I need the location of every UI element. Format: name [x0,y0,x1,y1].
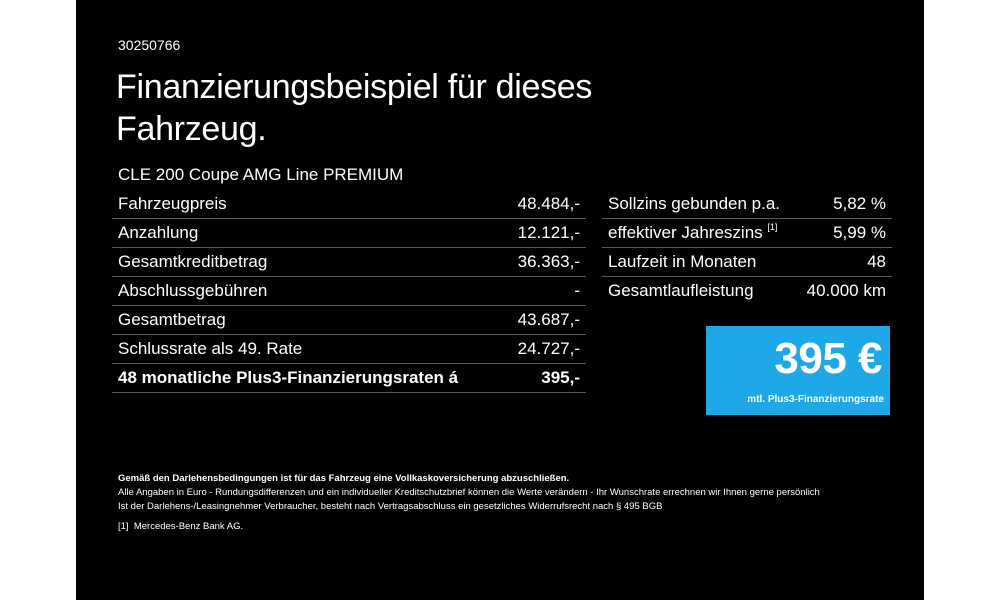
insurance-note: Gemäß den Darlehensbedingungen ist für d… [118,473,570,484]
table-row-monthly-rates: 48 monatliche Plus3-Finanzierungsraten á… [112,364,586,393]
row-label: Sollzins gebunden p.a. [608,194,781,213]
table-row: Laufzeit in Monaten 48 [602,248,892,277]
table-row: Fahrzeugpreis 48.484,- [112,190,586,219]
row-value: 40.000 km [806,281,886,300]
footnote-line: [1] Mercedes-Benz Bank AG. [118,520,898,534]
row-label: Schlussrate als 49. Rate [118,339,303,358]
monthly-rate-amount: 395 € [774,334,882,383]
footnote-text: Mercedes-Benz Bank AG. [133,521,244,532]
footnote-marker: [1] [118,521,129,532]
row-value: 12.121,- [517,223,580,242]
row-label-with-footnote: effektiver Jahreszins [1] [608,222,778,243]
row-label: Gesamtbetrag [118,310,226,329]
table-row: Gesamtbetrag 43.687,- [112,306,586,335]
table-row: effektiver Jahreszins [1] 5,99 % [602,219,892,248]
legal-notes: Gemäß den Darlehensbedingungen ist für d… [118,472,898,534]
row-label: Gesamtkreditbetrag [118,252,268,271]
monthly-rate-badge: 395 € mtl. Plus3-Finanzierungsrate [706,326,890,415]
table-row: Gesamtkreditbetrag 36.363,- [112,248,586,277]
row-value: 43.687,- [517,310,580,329]
row-label: 48 monatliche Plus3-Finanzierungsraten á [118,368,459,387]
row-label: Gesamtlaufleistung [608,281,754,300]
row-value: 5,82 % [833,194,886,213]
table-row: Abschlussgebühren - [112,277,586,306]
table-row: Sollzins gebunden p.a. 5,82 % [602,190,892,219]
financing-panel: 30250766 Finanzierungsbeispiel für diese… [76,0,924,600]
row-value: 36.363,- [517,252,580,271]
financing-details-table: Fahrzeugpreis 48.484,- Anzahlung 12.121,… [112,190,586,393]
row-value: 5,99 % [833,223,886,242]
row-value: 48 [867,252,886,271]
row-value: 395,- [541,368,580,387]
row-label: Abschlussgebühren [118,281,268,300]
row-label: Laufzeit in Monaten [608,252,757,271]
row-label: Anzahlung [118,223,199,242]
footnote-marker: [1] [767,222,778,232]
disclaimer-line: Ist der Darlehens-/Leasingnehmer Verbrau… [118,501,663,512]
row-label: Fahrzeugpreis [118,194,227,213]
table-row: Anzahlung 12.121,- [112,219,586,248]
reference-number: 30250766 [118,37,181,53]
row-value: 48.484,- [517,194,580,213]
disclaimer-line: Alle Angaben in Euro - Rundungsdifferenz… [118,487,820,498]
table-row: Gesamtlaufleistung 40.000 km [602,277,892,305]
monthly-rate-caption: mtl. Plus3-Finanzierungsrate [747,394,884,405]
interest-terms-table: Sollzins gebunden p.a. 5,82 % effektiver… [602,190,892,305]
table-row: Schlussrate als 49. Rate 24.727,- [112,335,586,364]
vehicle-model: CLE 200 Coupe AMG Line PREMIUM [118,165,404,184]
row-label-text: effektiver Jahreszins [608,223,763,242]
row-value: 24.727,- [517,339,580,358]
headline: Finanzierungsbeispiel für dieses Fahrzeu… [116,68,593,148]
row-value: - [574,281,580,300]
